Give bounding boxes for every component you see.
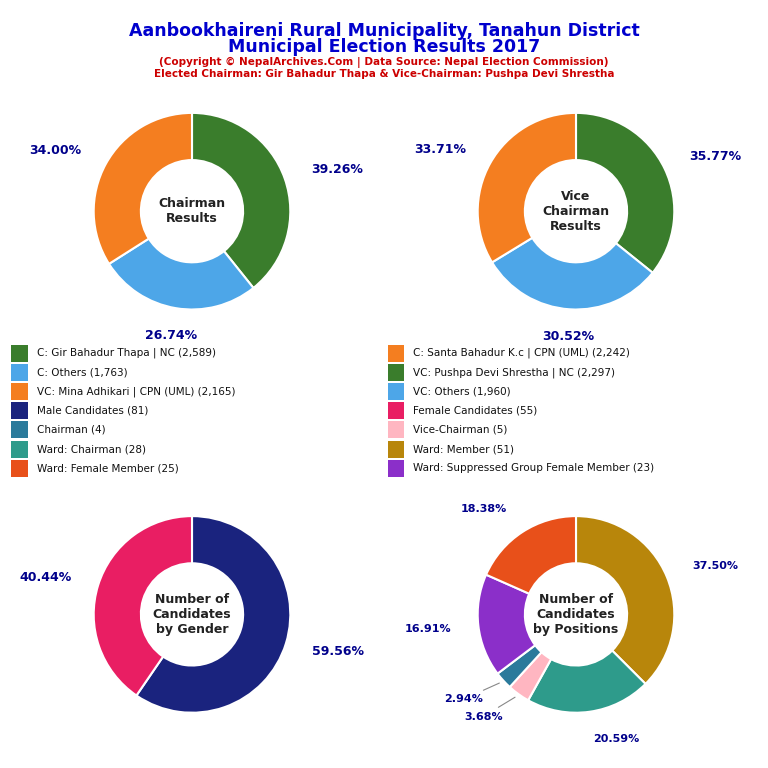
Text: 20.59%: 20.59% [594,734,640,744]
Text: VC: Others (1,960): VC: Others (1,960) [413,386,511,396]
Wedge shape [510,652,551,700]
FancyBboxPatch shape [12,383,28,400]
Text: Chairman (4): Chairman (4) [37,425,106,435]
Wedge shape [478,113,576,263]
Text: 2.94%: 2.94% [444,683,499,704]
Text: VC: Mina Adhikari | CPN (UML) (2,165): VC: Mina Adhikari | CPN (UML) (2,165) [37,386,236,397]
Text: Male Candidates (81): Male Candidates (81) [37,406,148,415]
Text: Vice-Chairman (5): Vice-Chairman (5) [413,425,508,435]
Text: 59.56%: 59.56% [313,645,364,658]
FancyBboxPatch shape [12,402,28,419]
Text: (Copyright © NepalArchives.Com | Data Source: Nepal Election Commission): (Copyright © NepalArchives.Com | Data So… [159,57,609,68]
FancyBboxPatch shape [388,402,404,419]
Text: 37.50%: 37.50% [692,561,738,571]
Text: Elected Chairman: Gir Bahadur Thapa & Vice-Chairman: Pushpa Devi Shrestha: Elected Chairman: Gir Bahadur Thapa & Vi… [154,69,614,79]
FancyBboxPatch shape [12,460,28,477]
Wedge shape [576,113,674,273]
FancyBboxPatch shape [388,422,404,439]
FancyBboxPatch shape [388,441,404,458]
Text: 34.00%: 34.00% [30,144,81,157]
Wedge shape [137,516,290,713]
Wedge shape [498,645,541,687]
Text: VC: Pushpa Devi Shrestha | NC (2,297): VC: Pushpa Devi Shrestha | NC (2,297) [413,367,615,378]
Text: Ward: Female Member (25): Ward: Female Member (25) [37,463,179,473]
Wedge shape [576,516,674,684]
Text: Number of
Candidates
by Gender: Number of Candidates by Gender [153,593,231,636]
Text: Number of
Candidates
by Positions: Number of Candidates by Positions [533,593,619,636]
Text: Vice
Chairman
Results: Vice Chairman Results [542,190,610,233]
Text: 18.38%: 18.38% [461,504,508,514]
Text: 39.26%: 39.26% [311,163,362,176]
FancyBboxPatch shape [12,364,28,381]
Text: Chairman
Results: Chairman Results [158,197,226,225]
FancyBboxPatch shape [12,345,28,362]
Text: 35.77%: 35.77% [690,151,742,164]
Wedge shape [109,239,253,310]
Text: Municipal Election Results 2017: Municipal Election Results 2017 [228,38,540,56]
Text: Ward: Member (51): Ward: Member (51) [413,444,515,454]
Wedge shape [492,238,653,310]
Text: C: Gir Bahadur Thapa | NC (2,589): C: Gir Bahadur Thapa | NC (2,589) [37,348,216,359]
Text: 3.68%: 3.68% [464,697,515,721]
Text: 26.74%: 26.74% [145,329,197,342]
FancyBboxPatch shape [388,364,404,381]
Text: 33.71%: 33.71% [414,143,466,156]
Text: C: Others (1,763): C: Others (1,763) [37,367,127,377]
Text: 30.52%: 30.52% [541,330,594,343]
Text: Ward: Suppressed Group Female Member (23): Ward: Suppressed Group Female Member (23… [413,463,654,473]
Text: 40.44%: 40.44% [19,571,71,584]
FancyBboxPatch shape [12,422,28,439]
Wedge shape [478,574,535,674]
Text: 16.91%: 16.91% [405,624,451,634]
Wedge shape [192,113,290,288]
FancyBboxPatch shape [388,345,404,362]
Text: Ward: Chairman (28): Ward: Chairman (28) [37,444,146,454]
Wedge shape [528,650,646,713]
FancyBboxPatch shape [388,383,404,400]
Text: Aanbookhaireni Rural Municipality, Tanahun District: Aanbookhaireni Rural Municipality, Tanah… [128,22,640,39]
Text: C: Santa Bahadur K.c | CPN (UML) (2,242): C: Santa Bahadur K.c | CPN (UML) (2,242) [413,348,631,359]
FancyBboxPatch shape [12,441,28,458]
FancyBboxPatch shape [388,460,404,477]
Wedge shape [486,516,576,594]
Wedge shape [94,113,192,264]
Text: Female Candidates (55): Female Candidates (55) [413,406,538,415]
Wedge shape [94,516,192,696]
